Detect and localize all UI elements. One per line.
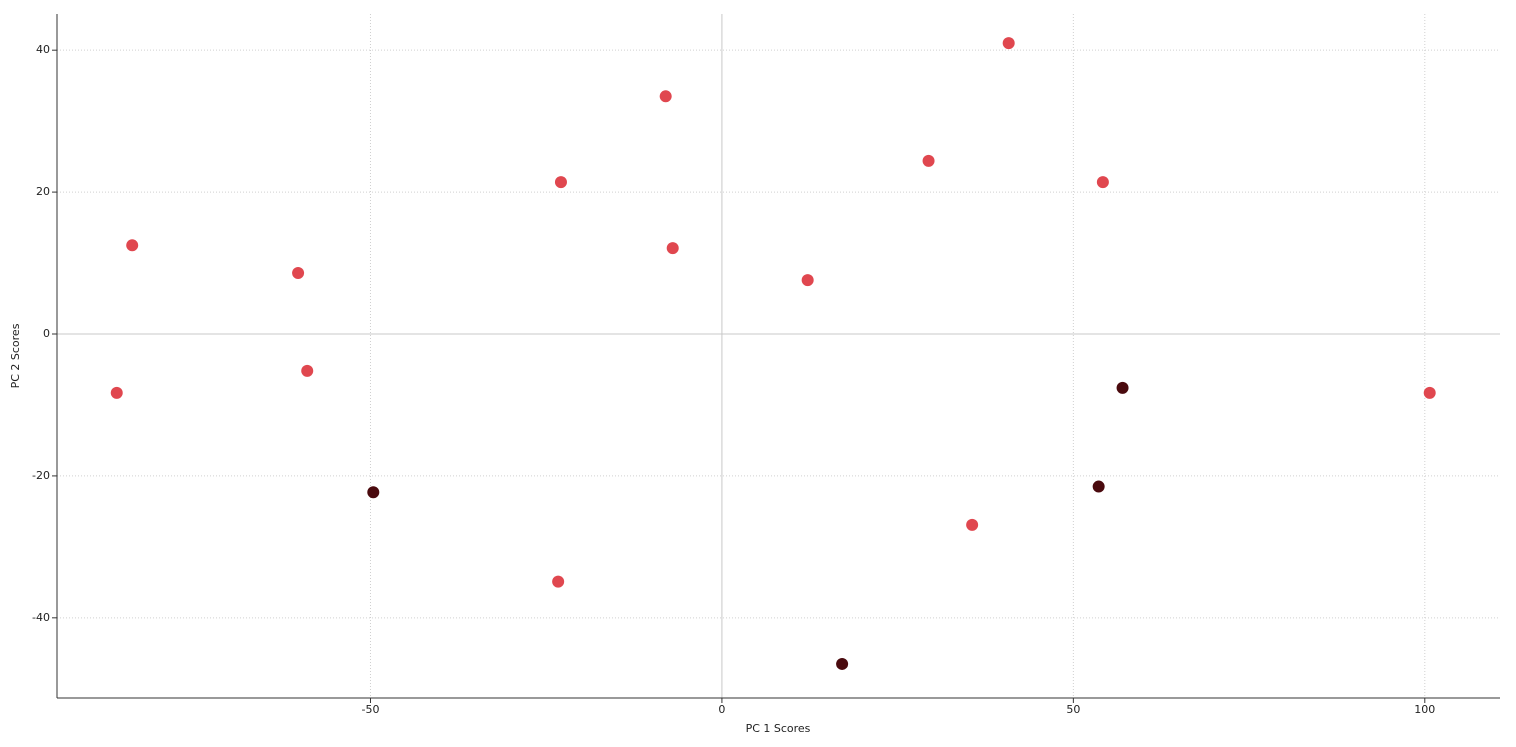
y-axis-title: PC 2 Scores — [9, 323, 22, 388]
y-tick-label: 40 — [36, 43, 50, 56]
x-tick-label: 50 — [1066, 703, 1080, 716]
y-tick-label: -40 — [32, 611, 50, 624]
point — [836, 657, 849, 670]
point — [922, 154, 935, 167]
point — [554, 176, 567, 189]
point — [666, 242, 679, 255]
point — [126, 239, 139, 252]
point — [110, 386, 123, 399]
y-tick-label: 20 — [36, 185, 50, 198]
point — [801, 274, 814, 287]
x-tick-label: -50 — [361, 703, 379, 716]
point — [1092, 480, 1105, 493]
point — [552, 575, 565, 588]
point — [1116, 381, 1129, 394]
point — [1096, 176, 1109, 189]
point — [301, 364, 314, 377]
x-tick-label: 100 — [1414, 703, 1435, 716]
x-axis-title: PC 1 Scores — [746, 722, 811, 735]
point — [1423, 386, 1436, 399]
point — [966, 518, 979, 531]
x-tick-label: 0 — [718, 703, 725, 716]
point — [367, 486, 380, 499]
point — [1002, 37, 1015, 50]
y-tick-label: 0 — [43, 327, 50, 340]
y-tick-label: -20 — [32, 469, 50, 482]
point — [292, 266, 305, 279]
point — [659, 90, 672, 103]
